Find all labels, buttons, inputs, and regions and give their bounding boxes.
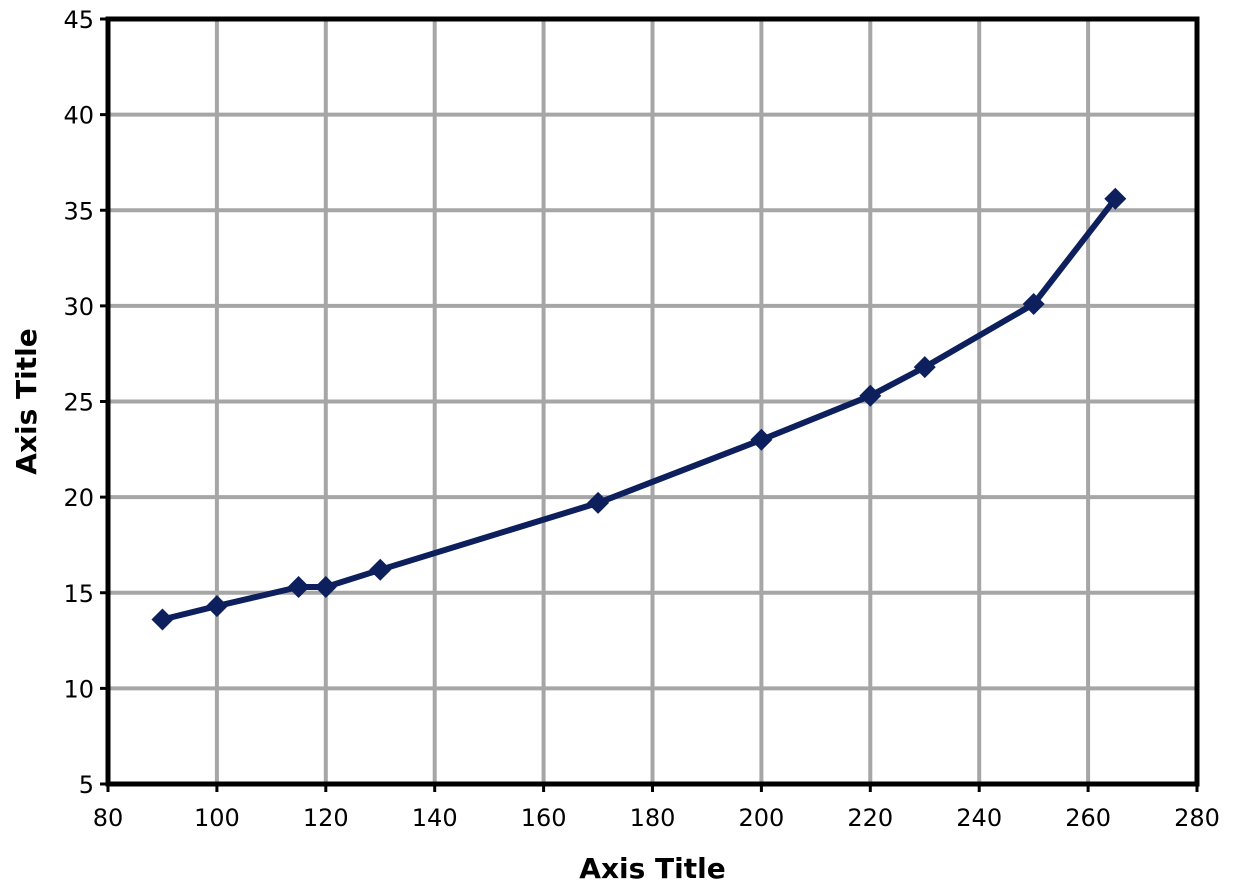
x-tick-label: 80 <box>93 804 124 832</box>
y-tick-label: 25 <box>63 389 94 417</box>
grid <box>106 17 1199 786</box>
y-tick-label: 30 <box>63 293 94 321</box>
x-tick-label: 220 <box>847 804 893 832</box>
x-tick-label: 140 <box>412 804 458 832</box>
y-tick-label: 10 <box>63 675 94 703</box>
x-tick-label: 180 <box>630 804 676 832</box>
y-tick-label: 20 <box>63 484 94 512</box>
data-point-marker <box>314 576 337 599</box>
data-point-marker <box>750 428 773 451</box>
x-tick-label: 240 <box>956 804 1002 832</box>
data-point-marker <box>1104 187 1127 210</box>
x-axis-title: Axis Title <box>579 852 725 885</box>
data-point-marker <box>913 356 936 379</box>
data-series <box>151 187 1127 631</box>
x-tick-label: 260 <box>1065 804 1111 832</box>
y-tick-label: 35 <box>63 197 94 225</box>
data-point-marker <box>369 558 392 581</box>
x-tick-label: 280 <box>1174 804 1220 832</box>
data-point-marker <box>151 608 174 631</box>
x-tick-label: 120 <box>303 804 349 832</box>
x-tick-label: 160 <box>521 804 567 832</box>
y-axis-title: Axis Title <box>10 328 43 474</box>
series-line <box>161 196 1118 623</box>
axis-ticks: 80 100 120 140 160 180 200 220 240 260 280 5 10 15 20 2… <box>63 6 1219 832</box>
data-point-marker <box>859 384 882 407</box>
x-tick-label: 200 <box>738 804 784 832</box>
data-point-marker <box>205 595 228 618</box>
data-point-marker <box>587 491 610 514</box>
y-tick-label: 15 <box>63 580 94 608</box>
data-point-marker <box>1022 292 1045 315</box>
data-point-marker <box>287 576 310 599</box>
y-tick-label: 5 <box>79 771 94 799</box>
x-tick-label: 100 <box>194 804 240 832</box>
y-tick-label: 40 <box>63 102 94 130</box>
y-tick-label: 45 <box>63 6 94 34</box>
